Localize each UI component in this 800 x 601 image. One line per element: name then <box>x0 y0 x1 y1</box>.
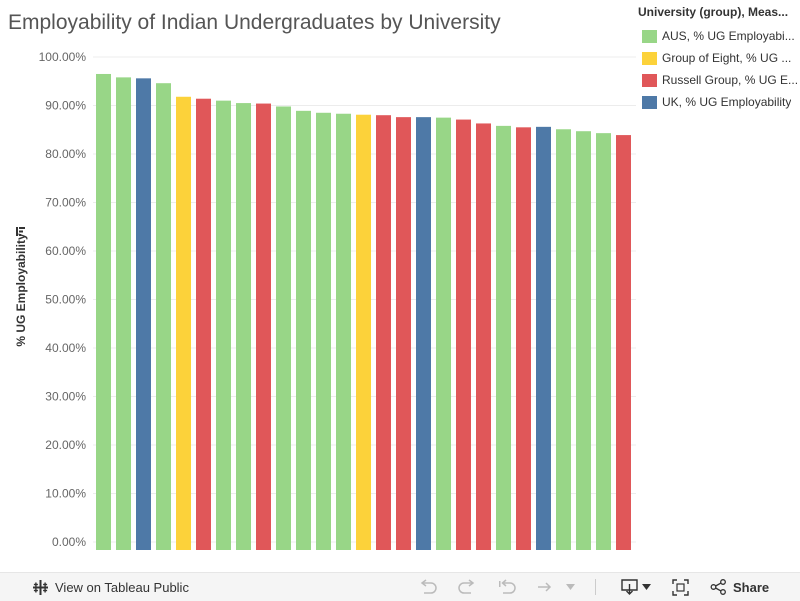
bar[interactable] <box>336 113 351 551</box>
bar[interactable] <box>256 103 271 550</box>
view-on-tableau-public-label: View on Tableau Public <box>55 579 189 595</box>
y-tick-label: 100.00% <box>39 50 87 64</box>
y-tick-label: 20.00% <box>45 438 86 452</box>
chevron-down-icon <box>642 584 651 590</box>
download-button[interactable] <box>621 573 651 601</box>
bar[interactable] <box>156 83 171 550</box>
revert-icon <box>497 579 517 595</box>
legend-item-aus[interactable]: AUS, % UG Employabi... <box>636 26 800 46</box>
bar[interactable] <box>556 129 571 550</box>
bar[interactable] <box>316 112 331 551</box>
redo-icon <box>457 579 477 595</box>
bar[interactable] <box>136 78 151 550</box>
y-tick-label: 90.00% <box>45 99 86 113</box>
bar-chart: 0.00% 10.00% 20.00% 30.00% 40.00% 50.00% 60.00… <box>14 50 636 551</box>
fullscreen-button[interactable] <box>672 573 689 601</box>
y-tick-label: 80.00% <box>45 147 86 161</box>
legend-label: UK, % UG Employability <box>662 95 792 109</box>
redo-button[interactable] <box>457 573 477 601</box>
refresh-button[interactable] <box>535 573 555 601</box>
y-tick-label: 0.00% <box>52 535 86 549</box>
bar[interactable] <box>296 110 311 551</box>
bar[interactable] <box>456 119 471 550</box>
legend-swatch <box>642 95 657 109</box>
bar[interactable] <box>196 98 211 551</box>
legend-item-russell-group[interactable]: Russell Group, % UG E... <box>636 70 800 90</box>
y-tick-label: 10.00% <box>45 487 86 501</box>
bar[interactable] <box>216 100 231 551</box>
bar[interactable] <box>356 114 371 550</box>
share-button[interactable]: Share <box>710 573 769 601</box>
undo-button[interactable] <box>418 573 438 601</box>
legend-label: Group of Eight, % UG ... <box>662 51 792 65</box>
bar[interactable] <box>596 133 611 550</box>
bar[interactable] <box>496 125 511 551</box>
bar[interactable] <box>616 135 631 550</box>
y-tick-label: 30.00% <box>45 390 86 404</box>
toolbar-divider <box>595 573 596 601</box>
legend-swatch <box>642 73 657 87</box>
bar[interactable] <box>436 117 451 550</box>
bar[interactable] <box>116 77 131 551</box>
bar[interactable] <box>176 96 191 551</box>
legend-swatch <box>642 51 657 65</box>
bar[interactable] <box>376 115 391 550</box>
legend-item-group-of-eight[interactable]: Group of Eight, % UG ... <box>636 48 800 68</box>
chart-title: Employability of Indian Undergraduates b… <box>8 11 501 34</box>
legend: University (group), Meas... AUS, % UG Em… <box>636 4 800 114</box>
legend-label: Russell Group, % UG E... <box>662 73 799 87</box>
bar[interactable] <box>576 131 591 550</box>
undo-icon <box>418 579 438 595</box>
tableau-logo-icon <box>32 579 49 596</box>
y-tick-label: 70.00% <box>45 196 86 210</box>
bar[interactable] <box>516 127 531 550</box>
legend-item-uk[interactable]: UK, % UG Employability <box>636 92 800 112</box>
legend-title: University (group), Meas... <box>638 5 789 19</box>
y-tick-label: 50.00% <box>45 293 86 307</box>
bars <box>96 73 631 551</box>
share-icon <box>710 579 727 595</box>
y-tick-label: 40.00% <box>45 341 86 355</box>
bar[interactable] <box>416 117 431 550</box>
download-icon <box>621 579 639 595</box>
fullscreen-icon <box>672 578 689 596</box>
refresh-dropdown-button[interactable] <box>566 573 575 601</box>
bar[interactable] <box>396 117 411 550</box>
revert-button[interactable] <box>497 573 517 601</box>
share-label: Share <box>733 579 770 595</box>
bar[interactable] <box>536 126 551 550</box>
chevron-down-icon <box>566 584 575 590</box>
bar[interactable] <box>96 73 111 550</box>
refresh-icon <box>535 579 555 595</box>
y-axis-label: % UG Employability <box>14 233 28 347</box>
legend-label: AUS, % UG Employabi... <box>662 29 795 43</box>
y-tick-labels: 0.00% 10.00% 20.00% 30.00% 40.00% 50.00% 60.00… <box>39 50 87 549</box>
sort-icon[interactable] <box>16 227 25 236</box>
bar[interactable] <box>476 123 491 550</box>
legend-swatch <box>642 29 657 43</box>
y-tick-label: 60.00% <box>45 244 86 258</box>
tableau-toolbar: View on Tableau Public <box>0 572 800 601</box>
bar[interactable] <box>276 106 291 550</box>
bar[interactable] <box>236 103 251 550</box>
view-on-tableau-public-link[interactable]: View on Tableau Public <box>32 573 189 601</box>
